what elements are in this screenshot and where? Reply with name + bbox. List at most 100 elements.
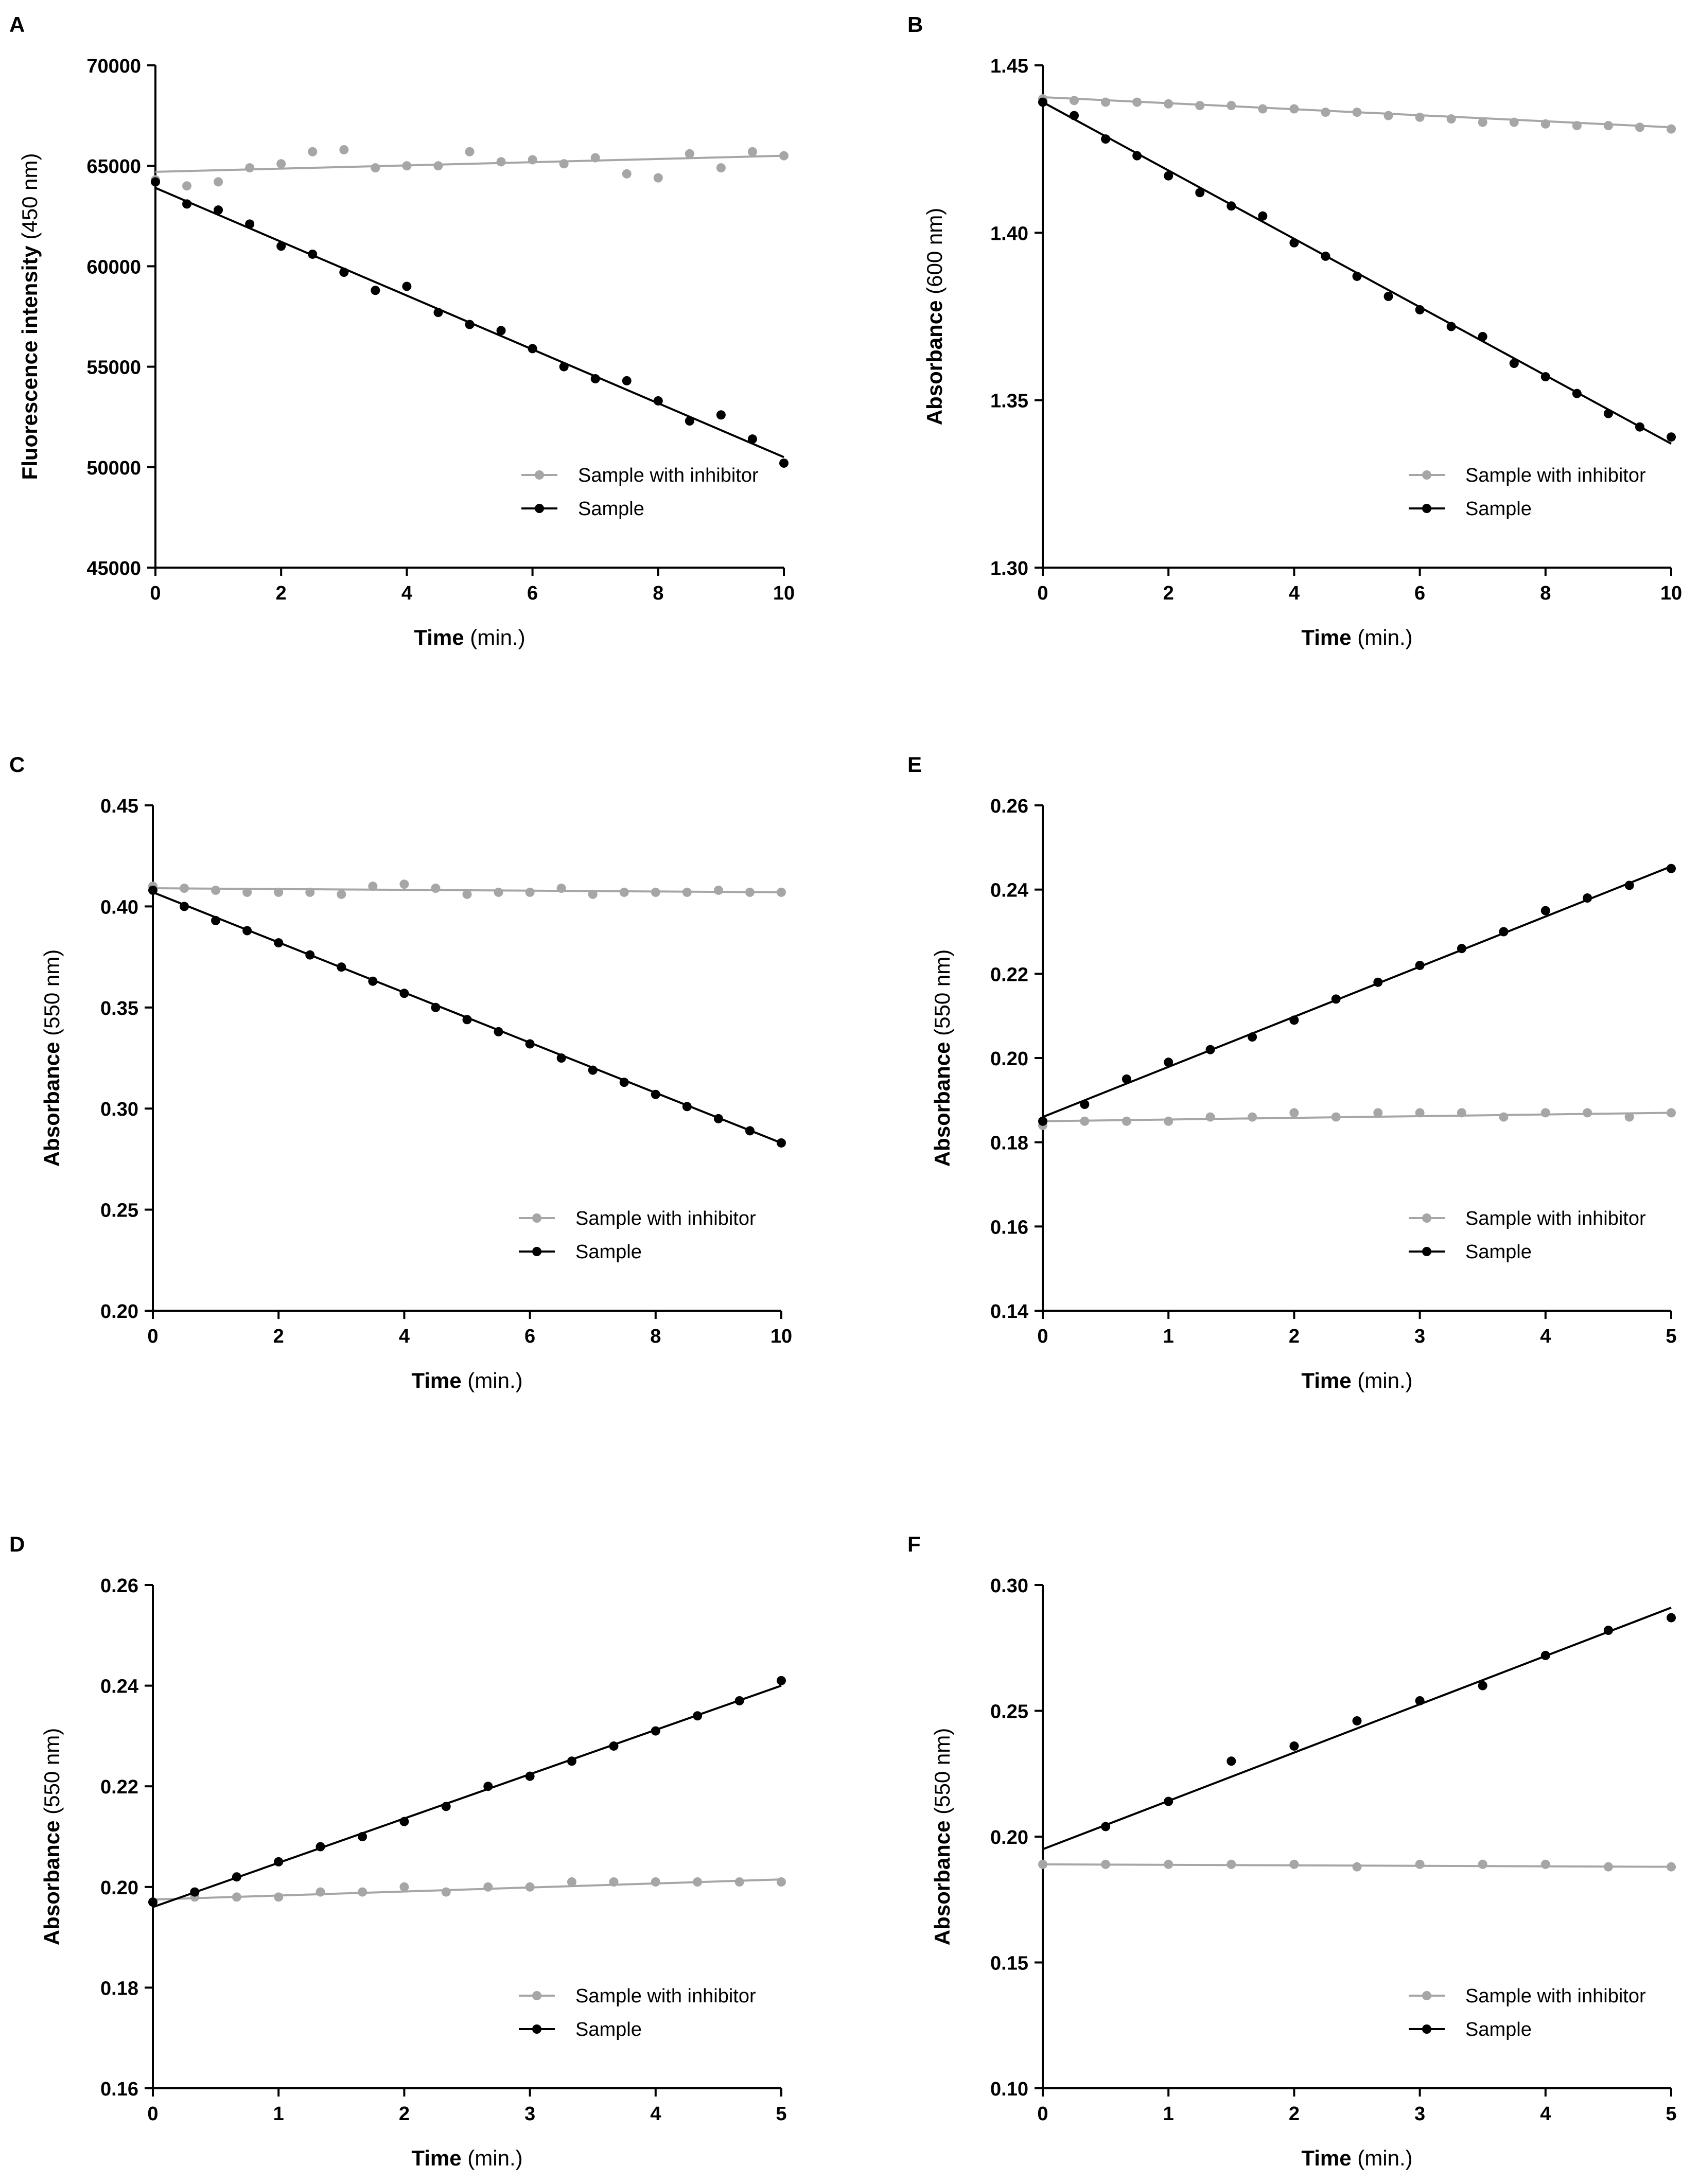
legend-label-inhibitor: Sample with inhibitor (578, 465, 759, 486)
x-tick-label: 4 (399, 1326, 410, 1347)
data-point-sample (1080, 1100, 1090, 1109)
y-axis-title-main: Absorbance (930, 1821, 954, 1946)
data-point-sample (777, 1138, 786, 1148)
data-point-inhibitor (777, 887, 786, 897)
data-point-inhibitor (1164, 1116, 1173, 1126)
data-point-inhibitor (528, 155, 537, 165)
y-tick-label: 0.26 (100, 1575, 138, 1597)
x-tick-label: 5 (1666, 1326, 1676, 1347)
data-point-sample (1164, 1796, 1173, 1806)
y-axis-title-main: Absorbance (40, 1821, 64, 1946)
legend-label-sample: Sample (1465, 1241, 1532, 1263)
data-point-inhibitor (525, 1882, 535, 1892)
data-point-inhibitor (305, 887, 315, 897)
data-point-inhibitor (559, 159, 569, 169)
data-point-sample (1321, 251, 1330, 261)
data-point-inhibitor (777, 1877, 786, 1887)
panel-letter: E (907, 752, 922, 777)
data-point-sample (779, 458, 789, 468)
data-point-sample (559, 362, 569, 372)
data-point-inhibitor (1415, 112, 1425, 122)
data-point-sample (1101, 134, 1111, 144)
data-point-sample (441, 1802, 451, 1811)
data-point-inhibitor (682, 887, 692, 897)
data-point-sample (308, 249, 318, 259)
data-point-sample (1289, 238, 1299, 248)
data-point-sample (747, 434, 757, 444)
legend-marker-sample (535, 504, 544, 513)
data-point-inhibitor (1070, 96, 1079, 105)
data-point-inhibitor (242, 887, 252, 897)
y-tick-label: 0.16 (100, 2079, 138, 2100)
data-point-sample (1635, 422, 1644, 432)
x-tick-label: 8 (1540, 583, 1551, 604)
data-point-sample (276, 241, 286, 251)
y-tick-label: 0.25 (990, 1701, 1028, 1723)
y-tick-label: 0.40 (100, 896, 138, 918)
y-tick-label: 0.20 (100, 1301, 138, 1323)
data-point-sample (1227, 1756, 1236, 1766)
y-axis-title-main: Absorbance (40, 1042, 64, 1167)
legend-label-inhibitor: Sample with inhibitor (1465, 1985, 1646, 2007)
data-point-sample (1478, 332, 1487, 342)
x-tick-label: 0 (1037, 1326, 1048, 1347)
legend-label-inhibitor: Sample with inhibitor (575, 1208, 756, 1229)
legend-marker-sample (1422, 504, 1431, 513)
data-point-sample (1383, 291, 1393, 301)
data-point-sample (214, 205, 223, 215)
x-tick-label: 4 (650, 2103, 661, 2125)
data-point-inhibitor (1540, 1108, 1550, 1118)
x-tick-label: 2 (1163, 583, 1174, 604)
data-point-sample (316, 1842, 325, 1852)
legend-entry-sample: Sample (1409, 498, 1532, 520)
data-point-inhibitor (619, 887, 629, 897)
x-axis-title-unit: (min.) (1352, 2146, 1413, 2170)
data-point-sample (148, 885, 157, 895)
data-point-sample (693, 1711, 703, 1721)
y-tick-label: 0.14 (990, 1301, 1028, 1323)
data-point-inhibitor (1289, 1108, 1299, 1118)
x-tick-label: 4 (401, 583, 412, 604)
y-tick-label: 1.30 (990, 558, 1028, 579)
data-point-inhibitor (1383, 111, 1393, 120)
chart-panel-f: F 0.10 0.15 0.20 0.25 0.30 0 1 2 3 4 5 Time (min.) Ab… (907, 1532, 1677, 2170)
legend-marker-sample (532, 1247, 541, 1256)
y-tick-label: 55000 (86, 357, 141, 379)
data-point-sample (1038, 97, 1047, 107)
x-tick-label: 0 (150, 583, 161, 604)
x-tick-label: 6 (527, 583, 538, 604)
y-tick-label: 0.20 (100, 1877, 138, 1899)
legend-entry-inhibitor: Sample with inhibitor (1409, 1208, 1646, 1229)
data-point-sample (651, 1726, 660, 1736)
data-point-inhibitor (622, 169, 632, 179)
data-point-inhibitor (651, 1877, 660, 1887)
data-point-sample (609, 1741, 619, 1751)
data-point-sample (337, 962, 346, 972)
data-point-inhibitor (1132, 97, 1142, 107)
data-point-inhibitor (399, 879, 409, 889)
legend-label-inhibitor: Sample with inhibitor (575, 1985, 756, 2007)
data-point-sample (1583, 893, 1592, 903)
data-point-inhibitor (1415, 1108, 1425, 1118)
data-point-sample (1373, 977, 1383, 987)
legend-entry-sample: Sample (519, 1241, 642, 1263)
data-point-sample (1499, 927, 1509, 937)
data-point-sample (1415, 960, 1425, 970)
data-point-sample (232, 1872, 241, 1882)
y-tick-label: 0.20 (990, 1048, 1028, 1070)
data-point-inhibitor (1101, 97, 1111, 107)
data-point-inhibitor (590, 153, 600, 163)
data-point-sample (1667, 1613, 1676, 1623)
panel-letter: F (907, 1532, 921, 1556)
data-point-inhibitor (339, 145, 349, 154)
data-point-sample (651, 1089, 660, 1099)
y-tick-label: 0.25 (100, 1200, 138, 1222)
data-point-sample (433, 308, 443, 318)
data-point-inhibitor (1540, 119, 1550, 129)
data-point-inhibitor (274, 1892, 284, 1902)
legend-label-inhibitor: Sample with inhibitor (1465, 1208, 1646, 1229)
data-point-inhibitor (1248, 1112, 1257, 1122)
x-axis-title: Time (min.) (1301, 1368, 1412, 1393)
panel-letter: C (9, 752, 25, 777)
